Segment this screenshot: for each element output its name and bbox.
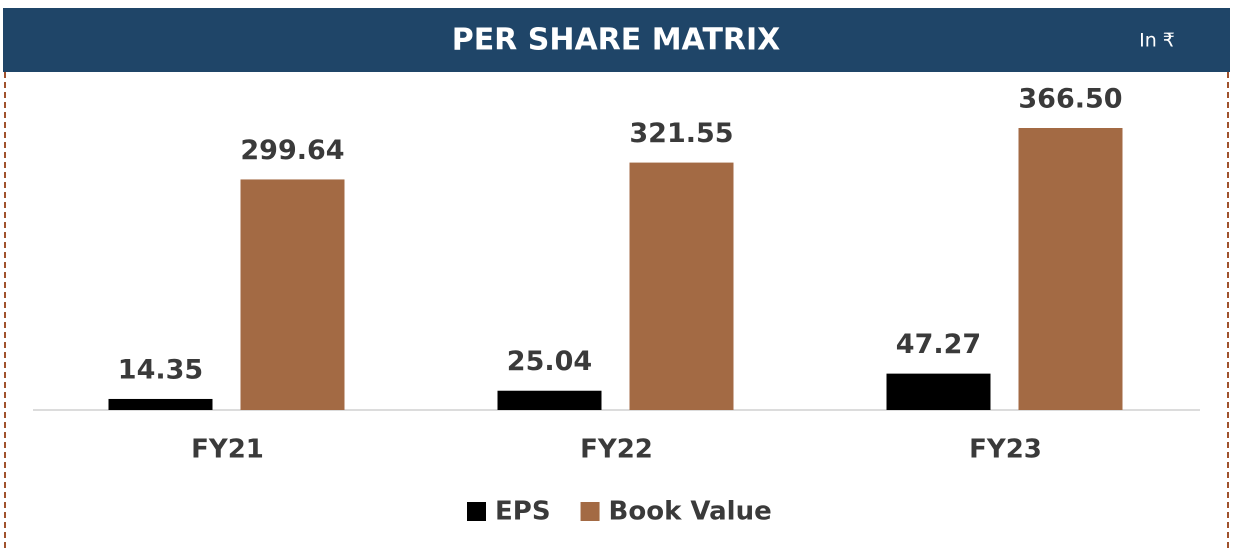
x-tick-label: FY22 [580, 435, 653, 465]
bar [108, 398, 213, 410]
bar [497, 390, 602, 410]
header-bar [3, 8, 1230, 72]
data-label: 299.64 [240, 135, 344, 166]
bar [629, 162, 734, 410]
data-label: 14.35 [118, 354, 203, 385]
x-tick-label: FY23 [969, 435, 1042, 465]
data-label: 366.50 [1018, 84, 1122, 115]
bar [1018, 128, 1123, 410]
legend-swatch [580, 502, 600, 521]
chart-subtitle: In ₹ [1139, 30, 1175, 52]
data-label: 47.27 [896, 329, 981, 360]
data-label: 321.55 [629, 118, 733, 149]
legend-label: EPS [495, 497, 551, 527]
legend-label: Book Value [609, 497, 772, 527]
chart-title: PER SHARE MATRIX [452, 23, 781, 58]
legend-swatch [467, 502, 486, 521]
bar [240, 179, 345, 410]
data-label: 25.04 [507, 346, 592, 377]
x-tick-label: FY21 [191, 435, 264, 465]
bar [886, 373, 991, 410]
